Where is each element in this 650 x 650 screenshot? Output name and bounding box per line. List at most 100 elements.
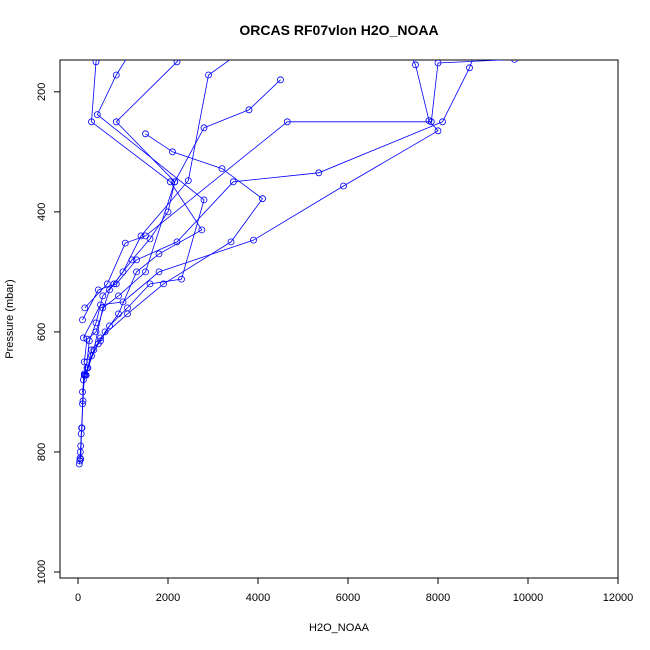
data-point-3-0 [80, 358, 88, 366]
data-point-8-0 [81, 304, 89, 312]
series-layer [75, 41, 518, 468]
data-point-5-3 [160, 280, 167, 288]
data-point-7-4 [173, 238, 181, 246]
data-point-7-8 [466, 64, 473, 72]
data-point-0-11 [85, 337, 93, 345]
series-line-6 [83, 60, 439, 339]
data-point-1-9 [133, 268, 140, 276]
data-point-2-0 [79, 388, 86, 396]
x-tick-label-3: 6000 [336, 592, 360, 604]
data-point-1-13 [88, 118, 95, 126]
x-tick-label-4: 8000 [426, 592, 450, 604]
data-point-8-7 [511, 60, 518, 63]
data-point-5-4 [227, 238, 235, 246]
data-point-4-6 [200, 124, 208, 132]
data-point-1-0 [77, 455, 85, 463]
data-point-5-5 [259, 195, 266, 203]
chart-title: ORCAS RF07vlon H2O_NOAA [239, 22, 438, 38]
data-point-6-5 [340, 182, 347, 190]
x-axis-label: H2O_NOAA [309, 622, 370, 634]
x-tick-label-5: 10000 [513, 592, 544, 604]
data-point-3-2 [92, 328, 100, 336]
data-point-2-6 [146, 280, 154, 288]
series-line-3 [83, 60, 231, 362]
data-point-4-7 [245, 106, 253, 114]
data-point-6-0 [80, 334, 87, 342]
data-point-7-6 [315, 169, 323, 177]
data-point-2-11 [129, 47, 135, 53]
data-point-6-6 [434, 127, 442, 135]
data-point-1-12 [166, 178, 174, 186]
data-point-7-3 [133, 256, 140, 264]
y-axis-label: Pressure (mbar) [4, 279, 16, 358]
data-point-3-1 [83, 335, 91, 343]
data-point-1-2 [79, 397, 87, 405]
data-point-4-3 [115, 292, 122, 300]
data-point-1-15 [98, 41, 104, 47]
data-point-0-19 [112, 118, 120, 126]
y-tick-label-4: 1000 [36, 560, 48, 584]
data-point-0-20 [173, 60, 181, 66]
x-tick-label-2: 4000 [246, 592, 270, 604]
data-point-6-3 [155, 268, 163, 276]
data-point-5-7 [169, 148, 176, 156]
data-point-5-1 [97, 334, 104, 342]
plot-frame [59, 59, 619, 579]
data-point-4-8 [277, 76, 284, 84]
data-point-5-0 [83, 364, 91, 372]
data-point-3-7 [205, 71, 212, 79]
data-point-7-9 [471, 53, 477, 59]
data-point-8-5 [427, 118, 435, 126]
data-point-2-7 [178, 275, 185, 283]
series-line-1 [80, 60, 203, 460]
data-point-8-1 [103, 280, 111, 288]
data-point-4-5 [171, 178, 179, 186]
y-axis: 200 400 600 800 1000 [36, 83, 60, 584]
data-point-6-8 [412, 61, 419, 69]
data-point-2-10 [112, 71, 120, 79]
series-line-8 [84, 60, 511, 309]
data-point-0-14 [110, 280, 118, 288]
data-point-6-1 [97, 301, 104, 309]
data-point-3-6 [184, 177, 192, 185]
data-point-2-9 [93, 111, 101, 118]
x-tick-label-6: 12000 [603, 592, 634, 604]
data-point-2-4 [106, 322, 113, 330]
data-point-6-4 [250, 236, 257, 244]
data-point-6-2 [119, 298, 127, 306]
data-point-8-6 [434, 60, 442, 67]
data-point-7-0 [79, 316, 86, 324]
data-point-3-3 [106, 286, 113, 294]
series-line-5 [86, 133, 264, 369]
y-tick-label-0: 200 [36, 83, 48, 101]
data-point-1-11 [198, 226, 206, 234]
x-axis: 0 2000 4000 6000 8000 10000 12000 [75, 578, 633, 604]
x-tick-label-0: 0 [75, 592, 81, 604]
data-point-4-0 [82, 371, 90, 379]
data-point-1-10 [155, 250, 163, 258]
data-point-1-7 [101, 328, 109, 336]
series-line-4 [85, 79, 281, 376]
data-point-5-8 [142, 130, 149, 138]
data-point-5-2 [124, 310, 131, 318]
data-point-4-4 [142, 268, 149, 276]
y-tick-label-2: 600 [36, 323, 48, 341]
data-point-8-2 [121, 239, 129, 247]
data-point-2-8 [200, 196, 208, 204]
data-point-8-4 [283, 118, 291, 126]
data-point-5-6 [218, 165, 226, 173]
data-point-1-14 [92, 60, 100, 66]
data-point-0-21 [183, 47, 189, 53]
data-point-6-9 [408, 53, 414, 59]
data-point-0-13 [99, 292, 107, 300]
y-tick-label-1: 400 [36, 203, 48, 221]
data-point-7-2 [112, 280, 120, 288]
data-point-3-5 [137, 232, 145, 240]
x-tick-label-1: 2000 [156, 592, 180, 604]
y-tick-label-3: 800 [36, 443, 48, 461]
data-point-2-2 [88, 352, 95, 360]
data-point-7-5 [229, 178, 237, 186]
data-point-8-3 [142, 232, 149, 240]
series-line-7 [82, 60, 473, 321]
